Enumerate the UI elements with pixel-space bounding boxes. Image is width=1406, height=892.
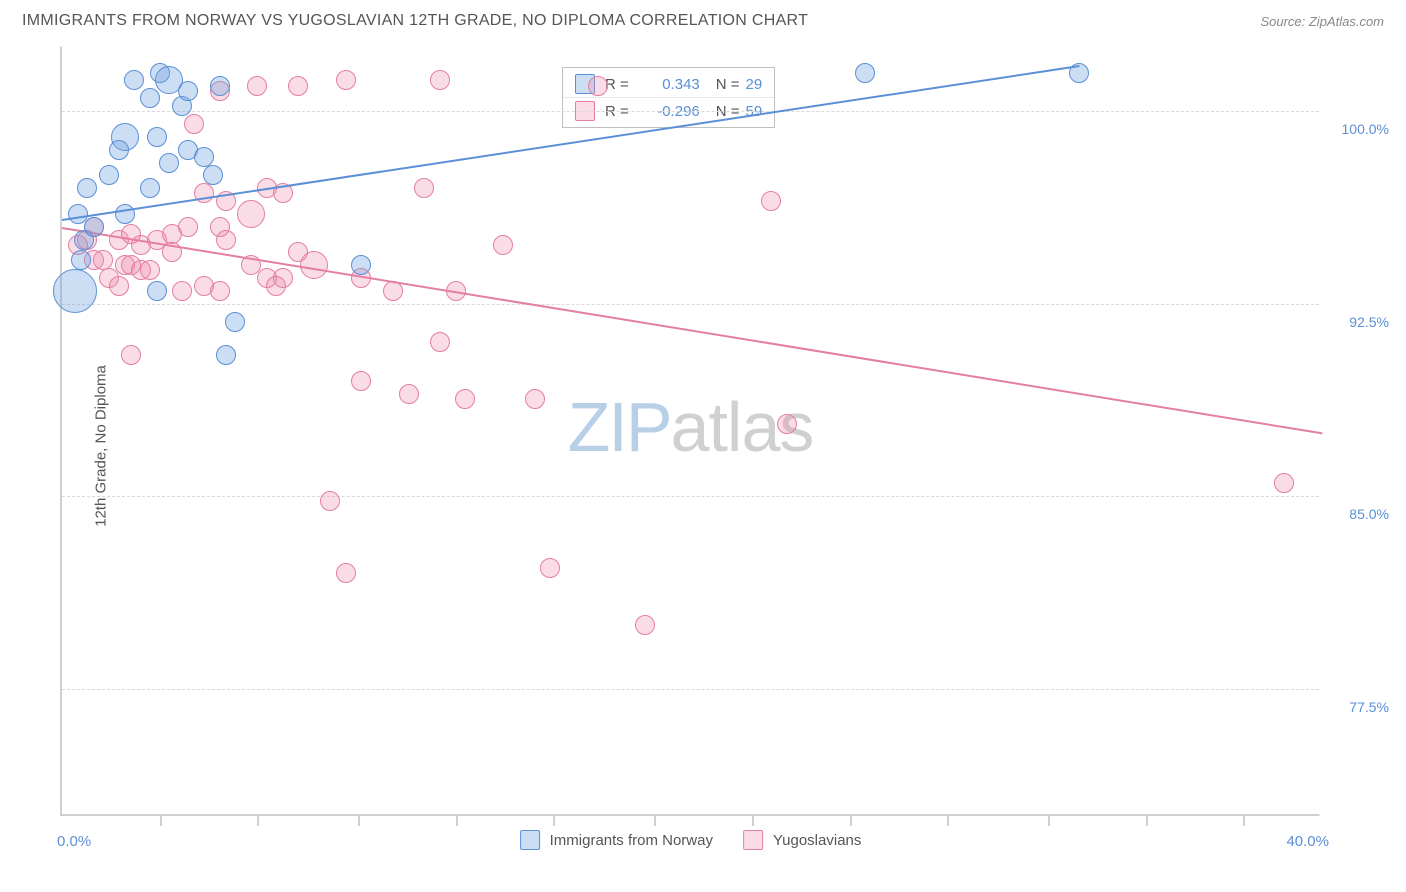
series-a-point: [159, 153, 179, 173]
series-a-point: [216, 345, 236, 365]
bottom-label-b: Yugoslavians: [773, 832, 861, 849]
series-a-point: [194, 147, 214, 167]
series-b-point: [635, 615, 655, 635]
bottom-label-a: Immigrants from Norway: [550, 832, 713, 849]
xaxis-min-label: 0.0%: [57, 833, 91, 850]
series-b-point: [247, 76, 267, 96]
r-label-a: R =: [605, 76, 629, 93]
series-a-point: [109, 140, 129, 160]
series-b-point: [1274, 473, 1294, 493]
series-b-point: [266, 276, 286, 296]
n-value-a: 29: [746, 76, 763, 93]
xaxis-max-label: 40.0%: [1286, 833, 1329, 850]
series-b-point: [288, 76, 308, 96]
series-b-point: [121, 345, 141, 365]
series-b-point: [761, 191, 781, 211]
series-a-point: [147, 281, 167, 301]
n-label-a: N =: [716, 76, 740, 93]
series-b-point: [320, 491, 340, 511]
series-b-point: [300, 251, 328, 279]
series-a-point: [77, 178, 97, 198]
xtick: [456, 814, 458, 826]
xtick: [160, 814, 162, 826]
series-a-point: [203, 165, 223, 185]
series-b-point: [336, 563, 356, 583]
gridline: [62, 304, 1319, 305]
gridline: [62, 689, 1319, 690]
bottom-legend-a: Immigrants from Norway: [520, 830, 713, 850]
r-value-a: 0.343: [635, 76, 700, 93]
xtick: [358, 814, 360, 826]
xtick: [1146, 814, 1148, 826]
xtick: [1048, 814, 1050, 826]
series-a-point: [351, 255, 371, 275]
series-a-point: [178, 81, 198, 101]
series-b-point: [777, 414, 797, 434]
xtick: [257, 814, 259, 826]
series-b-point: [351, 371, 371, 391]
gridline: [62, 496, 1319, 497]
series-a-point: [210, 76, 230, 96]
series-b-point: [336, 70, 356, 90]
series-a-point: [53, 269, 97, 313]
series-a-point: [855, 63, 875, 83]
watermark-zip: ZIP: [568, 388, 671, 466]
series-b-point: [455, 389, 475, 409]
chart-container: IMMIGRANTS FROM NORWAY VS YUGOSLAVIAN 12…: [0, 0, 1406, 892]
xtick: [553, 814, 555, 826]
series-b-point: [109, 276, 129, 296]
series-b-point: [414, 178, 434, 198]
series-b-point: [430, 332, 450, 352]
source-label: Source: ZipAtlas.com: [1260, 14, 1384, 29]
series-b-point: [172, 281, 192, 301]
series-b-point: [430, 70, 450, 90]
series-b-point: [540, 558, 560, 578]
ytick-label: 77.5%: [1329, 699, 1389, 715]
bottom-swatch-b: [743, 830, 763, 850]
series-a-point: [124, 70, 144, 90]
series-a-point: [99, 165, 119, 185]
series-b-point: [237, 200, 265, 228]
xtick: [654, 814, 656, 826]
xtick: [752, 814, 754, 826]
series-b-trendline: [62, 227, 1322, 434]
xtick: [850, 814, 852, 826]
series-b-point: [162, 224, 182, 244]
title-bar: IMMIGRANTS FROM NORWAY VS YUGOSLAVIAN 12…: [22, 12, 1384, 30]
ytick-label: 92.5%: [1329, 314, 1389, 330]
series-b-point: [184, 114, 204, 134]
series-b-point: [493, 235, 513, 255]
series-b-point: [588, 76, 608, 96]
bottom-swatch-a: [520, 830, 540, 850]
series-b-point: [194, 276, 214, 296]
series-a-point: [140, 178, 160, 198]
series-a-point: [147, 127, 167, 147]
ytick-label: 85.0%: [1329, 506, 1389, 522]
ytick-label: 100.0%: [1329, 121, 1389, 137]
series-a-point: [140, 88, 160, 108]
series-a-point: [225, 312, 245, 332]
series-a-point: [84, 217, 104, 237]
chart-title: IMMIGRANTS FROM NORWAY VS YUGOSLAVIAN 12…: [22, 12, 808, 30]
bottom-legend-b: Yugoslavians: [743, 830, 861, 850]
bottom-legend: Immigrants from Norway Yugoslavians: [520, 830, 862, 850]
series-b-point: [216, 230, 236, 250]
series-b-point: [131, 235, 151, 255]
xtick: [1243, 814, 1245, 826]
gridline: [62, 111, 1319, 112]
series-b-point: [525, 389, 545, 409]
series-b-point: [140, 260, 160, 280]
series-a-point: [71, 250, 91, 270]
series-b-point: [399, 384, 419, 404]
plot-area: ZIPatlas R = 0.343 N = 29 R = -0.296 N =…: [60, 46, 1320, 816]
series-a-point: [115, 204, 135, 224]
xtick: [947, 814, 949, 826]
